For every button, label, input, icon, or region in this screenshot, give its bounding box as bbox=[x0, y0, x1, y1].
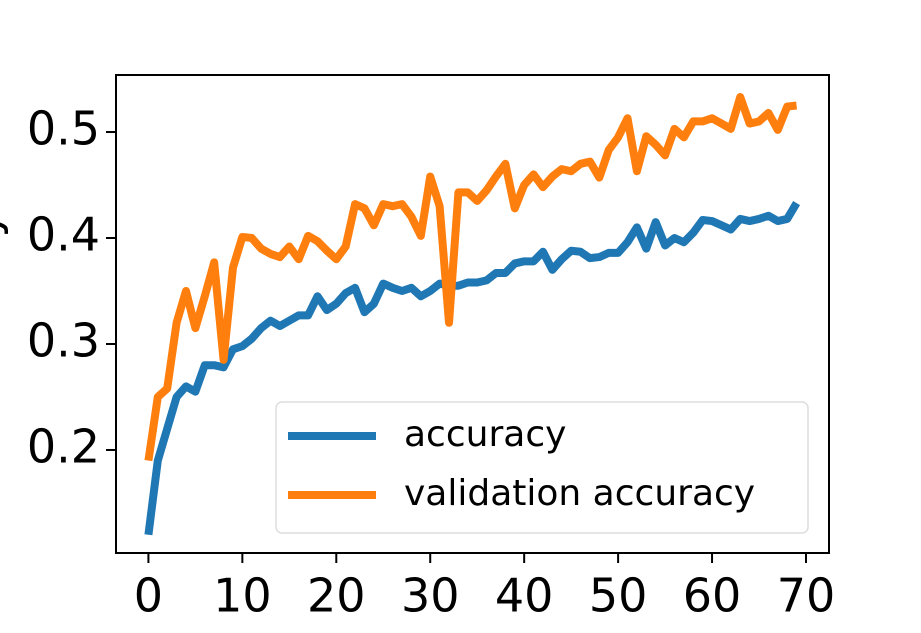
x-tick-label: 30 bbox=[401, 569, 460, 623]
legend-box bbox=[275, 401, 809, 534]
data-line bbox=[144, 200, 801, 536]
y-tick-label: 0.4 bbox=[27, 208, 100, 262]
legend-label: validation accuracy bbox=[404, 473, 755, 514]
x-tick-label: 0 bbox=[134, 569, 163, 623]
data-line bbox=[144, 93, 798, 462]
x-tick-label: 40 bbox=[495, 569, 554, 623]
y-tick-label: 0.5 bbox=[27, 102, 100, 156]
x-tick-label: 60 bbox=[683, 569, 742, 623]
x-tick-label: 20 bbox=[307, 569, 366, 623]
y-tick-label: 0.3 bbox=[27, 313, 100, 367]
x-tick-label: 10 bbox=[213, 569, 272, 623]
y-tick-label: 0.2 bbox=[27, 419, 100, 473]
x-axis-label: Epochs bbox=[390, 630, 555, 633]
x-tick-label: 50 bbox=[589, 569, 648, 623]
plot-frame bbox=[115, 74, 830, 554]
y-axis-label: accuracy bbox=[0, 210, 10, 418]
x-tick-label: 70 bbox=[777, 569, 836, 623]
plot-lines bbox=[144, 93, 801, 536]
legend-label: accuracy bbox=[404, 414, 566, 455]
